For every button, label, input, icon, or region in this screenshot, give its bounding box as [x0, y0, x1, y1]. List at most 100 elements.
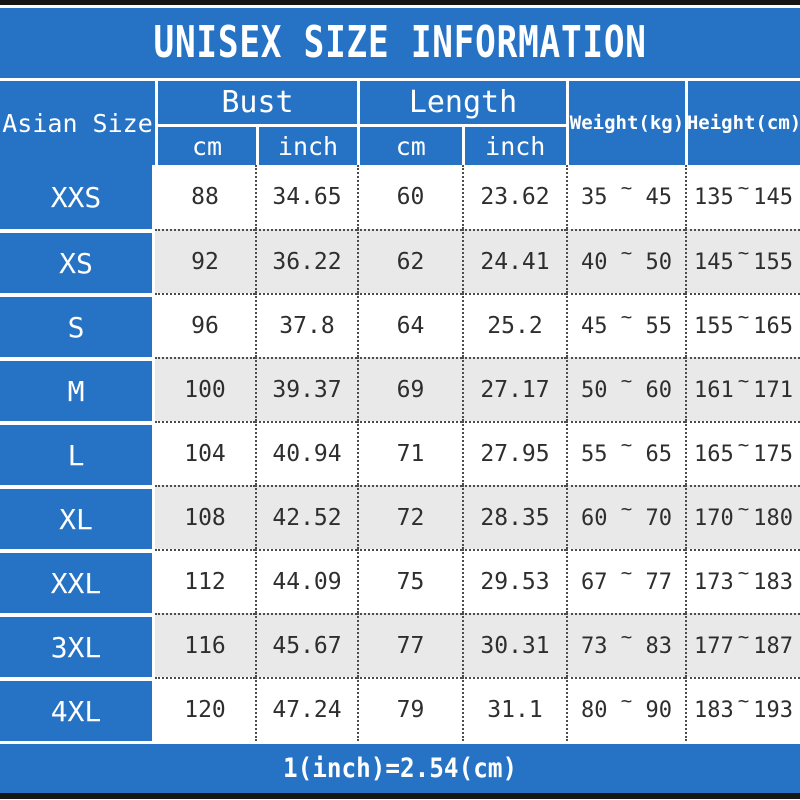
- cell-size-label: XS: [0, 229, 155, 293]
- header-bust-label: Bust: [158, 81, 357, 127]
- cell-size-label: M: [0, 357, 155, 421]
- height-max: 165: [753, 313, 793, 339]
- size-table-header: Asian Size Bust cm inch Length cm inch W…: [0, 81, 800, 165]
- height-min: 173: [694, 569, 734, 595]
- tilde-symbol: ~: [737, 626, 750, 648]
- height-max: 187: [753, 633, 793, 659]
- cell-length-cm: 62: [357, 229, 462, 293]
- height-max: 155: [753, 249, 793, 275]
- height-min: 165: [694, 441, 734, 467]
- tilde-symbol: ~: [620, 306, 633, 328]
- cell-length-cm: 75: [357, 549, 462, 613]
- height-max: 180: [753, 505, 793, 531]
- weight-max: 60: [645, 377, 672, 403]
- tilde-symbol: ~: [737, 306, 750, 328]
- height-min: 177: [694, 633, 734, 659]
- cell-bust-inch: 42.52: [255, 485, 357, 549]
- weight-max: 90: [645, 697, 672, 723]
- height-min: 135: [694, 184, 734, 210]
- header-length-label: Length: [360, 81, 566, 127]
- weight-min: 35: [581, 184, 608, 210]
- cell-height-range: 173 ~ 183: [685, 549, 800, 613]
- cell-height-range: 155 ~ 165: [685, 293, 800, 357]
- table-row: XL 108 42.52 72 28.35 60 ~ 70 170 ~ 180: [0, 485, 800, 549]
- cell-length-cm: 77: [357, 613, 462, 677]
- cell-bust-cm: 120: [155, 677, 255, 741]
- cell-length-cm: 60: [357, 165, 462, 229]
- cell-size-label: XXL: [0, 549, 155, 613]
- tilde-symbol: ~: [737, 242, 750, 264]
- cell-weight-range: 50 ~ 60: [566, 357, 685, 421]
- cell-bust-inch: 36.22: [255, 229, 357, 293]
- cell-weight-range: 45 ~ 55: [566, 293, 685, 357]
- bottom-black-bar: [0, 793, 800, 799]
- weight-max: 65: [645, 441, 672, 467]
- height-max: 171: [753, 377, 793, 403]
- cell-height-range: 183 ~ 193: [685, 677, 800, 741]
- weight-min: 45: [581, 313, 608, 339]
- tilde-symbol: ~: [737, 177, 750, 199]
- cell-length-inch: 29.53: [462, 549, 566, 613]
- cell-weight-range: 60 ~ 70: [566, 485, 685, 549]
- header-bust-cm: cm: [158, 127, 256, 165]
- table-row: S 96 37.8 64 25.2 45 ~ 55 155 ~ 165: [0, 293, 800, 357]
- tilde-symbol: ~: [737, 690, 750, 712]
- tilde-symbol: ~: [620, 242, 633, 264]
- table-row: XS 92 36.22 62 24.41 40 ~ 50 145 ~ 155: [0, 229, 800, 293]
- tilde-symbol: ~: [620, 370, 633, 392]
- height-max: 183: [753, 569, 793, 595]
- header-height: Height(cm): [685, 81, 800, 165]
- tilde-symbol: ~: [737, 370, 750, 392]
- divider: [0, 5, 800, 8]
- cell-size-label: XL: [0, 485, 155, 549]
- height-min: 183: [694, 697, 734, 723]
- height-min: 170: [694, 505, 734, 531]
- page-title: UNISEX SIZE INFORMATION: [153, 17, 647, 68]
- header-length-inch: inch: [461, 127, 566, 165]
- tilde-symbol: ~: [620, 626, 633, 648]
- cell-size-label: 3XL: [0, 613, 155, 677]
- weight-min: 50: [581, 377, 608, 403]
- weight-min: 73: [581, 633, 608, 659]
- weight-max: 55: [645, 313, 672, 339]
- weight-min: 55: [581, 441, 608, 467]
- cell-height-range: 165 ~ 175: [685, 421, 800, 485]
- table-row: XXS 88 34.65 60 23.62 35 ~ 45 135 ~ 145: [0, 165, 800, 229]
- cell-length-inch: 27.95: [462, 421, 566, 485]
- cell-bust-inch: 37.8: [255, 293, 357, 357]
- tilde-symbol: ~: [737, 434, 750, 456]
- cell-weight-range: 35 ~ 45: [566, 165, 685, 229]
- table-row: M 100 39.37 69 27.17 50 ~ 60 161 ~ 171: [0, 357, 800, 421]
- top-black-bar: [0, 0, 800, 5]
- cell-height-range: 145 ~ 155: [685, 229, 800, 293]
- title-band: UNISEX SIZE INFORMATION: [0, 8, 800, 78]
- cell-length-cm: 69: [357, 357, 462, 421]
- header-length-cm: cm: [360, 127, 462, 165]
- cell-bust-cm: 108: [155, 485, 255, 549]
- header-asian-size: Asian Size: [0, 81, 155, 165]
- cell-weight-range: 80 ~ 90: [566, 677, 685, 741]
- cell-length-cm: 72: [357, 485, 462, 549]
- cell-weight-range: 67 ~ 77: [566, 549, 685, 613]
- cell-bust-cm: 116: [155, 613, 255, 677]
- conversion-note: 1(inch)=2.54(cm): [282, 753, 518, 784]
- cell-bust-cm: 104: [155, 421, 255, 485]
- cell-length-inch: 27.17: [462, 357, 566, 421]
- header-group-length: Length cm inch: [357, 81, 566, 165]
- tilde-symbol: ~: [620, 434, 633, 456]
- tilde-symbol: ~: [737, 562, 750, 584]
- height-max: 145: [753, 184, 793, 210]
- cell-size-label: XXS: [0, 165, 155, 229]
- tilde-symbol: ~: [620, 690, 633, 712]
- weight-max: 83: [645, 633, 672, 659]
- cell-length-inch: 31.1: [462, 677, 566, 741]
- tilde-symbol: ~: [737, 498, 750, 520]
- cell-bust-inch: 40.94: [255, 421, 357, 485]
- cell-length-cm: 71: [357, 421, 462, 485]
- table-row: L 104 40.94 71 27.95 55 ~ 65 165 ~ 175: [0, 421, 800, 485]
- height-min: 155: [694, 313, 734, 339]
- footer-band: 1(inch)=2.54(cm): [0, 744, 800, 793]
- cell-weight-range: 73 ~ 83: [566, 613, 685, 677]
- table-row: 4XL 120 47.24 79 31.1 80 ~ 90 183 ~ 193: [0, 677, 800, 741]
- weight-min: 67: [581, 569, 608, 595]
